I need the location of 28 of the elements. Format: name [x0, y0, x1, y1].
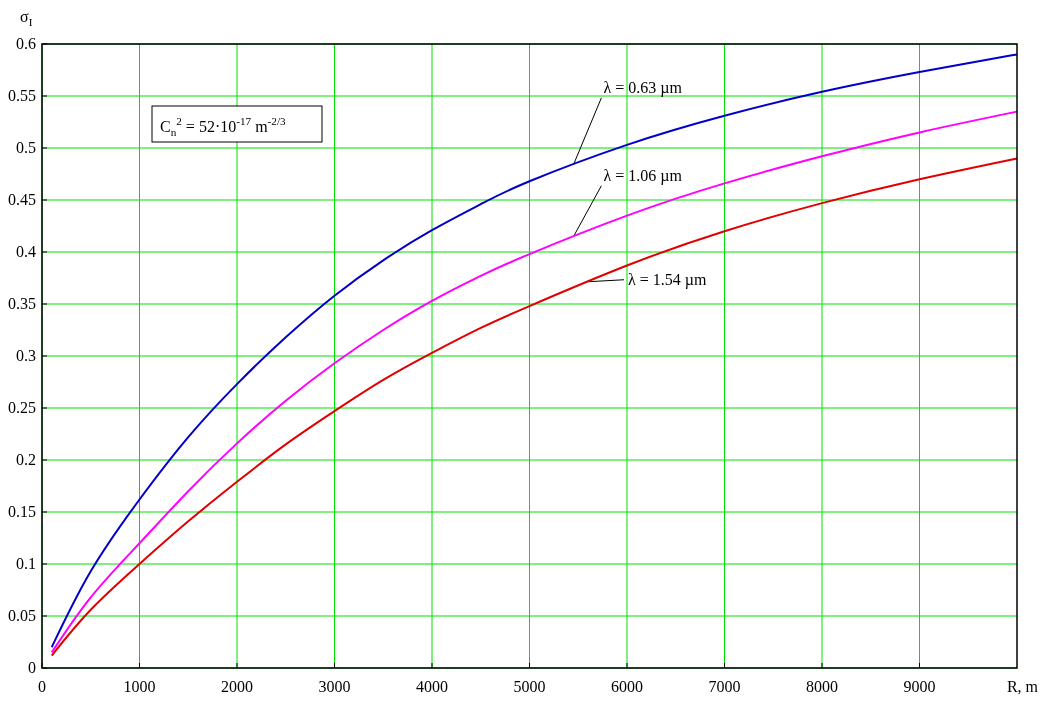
annotation: C$_{n}$$^{2}$ = 52·10$^{-17}$ m$^{-2/3}$ [160, 115, 287, 138]
x-tick-label: 6000 [611, 678, 643, 695]
x-tick-label: 5000 [513, 678, 546, 695]
x-tick-label: 4000 [416, 678, 448, 695]
y-axis-title: σ$_{I}$ [20, 8, 33, 28]
y-tick-label: 0 [28, 659, 36, 676]
series-label: λ = 0.63 µm [603, 78, 683, 97]
y-tick-label: 0.5 [16, 139, 36, 156]
x-tick-label: 3000 [318, 678, 351, 695]
y-tick-label: 0.2 [16, 451, 36, 468]
x-tick-label: 1000 [123, 678, 156, 695]
x-axis-title: R, m [1006, 678, 1039, 695]
y-tick-label: 0.05 [8, 607, 36, 624]
y-tick-label: 0.6 [16, 35, 36, 52]
y-tick-label: 0.25 [8, 399, 36, 416]
series-label: λ = 1.54 µm [628, 270, 707, 289]
y-tick-label: 0.15 [8, 503, 36, 520]
x-tick-label: 2000 [221, 678, 253, 695]
y-tick-label: 0.3 [16, 347, 36, 364]
y-tick-label: 0.35 [8, 295, 36, 312]
x-tick-label: 9000 [903, 678, 936, 695]
y-tick-label: 0.55 [8, 87, 36, 104]
y-tick-label: 0.1 [16, 555, 36, 572]
y-tick-label: 0.4 [16, 243, 36, 260]
y-tick-label: 0.45 [8, 191, 36, 208]
series-label: λ = 1.06 µm [603, 166, 683, 185]
x-tick-label: 7000 [708, 678, 741, 695]
x-tick-label: 8000 [806, 678, 838, 695]
